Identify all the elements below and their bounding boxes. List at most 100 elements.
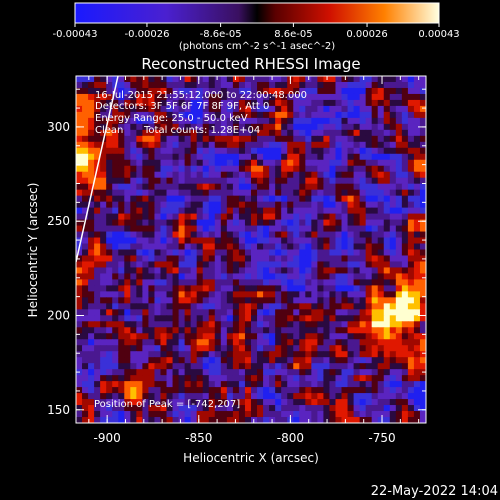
heatmap-cell — [178, 171, 186, 179]
heatmap-cell — [118, 207, 125, 215]
heatmap-cell — [293, 303, 300, 310]
heatmap-cell — [214, 339, 222, 346]
heatmap-cell — [269, 387, 276, 394]
heatmap-cell — [341, 189, 349, 197]
heatmap-cell — [329, 165, 337, 173]
heatmap-cell — [287, 261, 294, 269]
heatmap-cell — [130, 387, 137, 394]
heatmap-cell — [220, 363, 228, 370]
heatmap-cell — [184, 147, 192, 155]
heatmap-cell — [323, 393, 331, 400]
heatmap-cell — [353, 213, 361, 221]
heatmap-cell — [166, 141, 174, 149]
heatmap-cell — [130, 135, 137, 143]
heatmap-cell — [377, 303, 385, 310]
heatmap-cell — [371, 105, 379, 113]
heatmap-cell — [317, 207, 325, 215]
heatmap-cell — [299, 333, 306, 340]
heatmap-cell — [407, 285, 415, 292]
heatmap-cell — [377, 327, 385, 334]
heatmap-cell — [142, 189, 150, 197]
heatmap-cell — [323, 129, 331, 137]
heatmap-cell — [413, 381, 421, 388]
heatmap-cell — [190, 357, 198, 364]
heatmap-cell — [335, 207, 343, 215]
heatmap-cell — [196, 207, 204, 215]
heatmap-cell — [329, 411, 337, 418]
heatmap-cell — [359, 123, 367, 131]
heatmap-cell — [359, 381, 367, 388]
heatmap-cell — [244, 225, 252, 233]
heatmap-cell — [395, 231, 403, 239]
heatmap-cell — [323, 291, 331, 298]
heatmap-cell — [299, 123, 306, 131]
heatmap-cell — [317, 99, 325, 107]
heatmap-cell — [232, 87, 240, 95]
heatmap-cell — [323, 297, 331, 304]
heatmap-cell — [106, 309, 113, 316]
heatmap-cell — [281, 135, 288, 143]
heatmap-cell — [148, 399, 156, 406]
heatmap-cell — [419, 393, 426, 400]
heatmap-cell — [257, 261, 264, 269]
heatmap-cell — [299, 177, 306, 185]
heatmap-cell — [190, 285, 198, 292]
heatmap-cell — [263, 249, 270, 257]
heatmap-cell — [311, 189, 318, 197]
heatmap-cell — [329, 393, 337, 400]
heatmap-cell — [136, 147, 143, 155]
heatmap-cell — [148, 165, 156, 173]
heatmap-cell — [401, 123, 409, 131]
heatmap-cell — [124, 387, 131, 394]
heatmap-cell — [263, 147, 270, 155]
heatmap-cell — [118, 285, 125, 292]
heatmap-cell — [401, 345, 409, 352]
heatmap-cell — [353, 123, 361, 131]
heatmap-cell — [184, 261, 192, 269]
heatmap-cell — [166, 87, 174, 95]
heatmap-cell — [76, 249, 83, 257]
heatmap-cell — [100, 351, 107, 358]
heatmap-cell — [413, 417, 421, 423]
heatmap-cell — [220, 93, 228, 101]
heatmap-cell — [305, 381, 312, 388]
heatmap-cell — [124, 291, 131, 298]
y-tick-label: 250 — [47, 214, 70, 228]
heatmap-cell — [118, 273, 125, 281]
heatmap-cell — [100, 183, 107, 191]
heatmap-cell — [154, 231, 162, 239]
heatmap-cell — [136, 381, 143, 388]
heatmap-cell — [401, 285, 409, 292]
heatmap-cell — [359, 315, 367, 322]
heatmap-cell — [395, 225, 403, 233]
heatmap-cell — [184, 225, 192, 233]
heatmap-cell — [238, 345, 246, 352]
heatmap-cell — [311, 99, 318, 107]
heatmap-cell — [263, 135, 270, 143]
heatmap-cell — [383, 213, 391, 221]
heatmap-cell — [407, 207, 415, 215]
heatmap-cell — [305, 309, 312, 316]
heatmap-cell — [124, 255, 131, 263]
heatmap-cell — [359, 76, 367, 83]
heatmap-cell — [293, 339, 300, 346]
heatmap-cell — [359, 171, 367, 179]
heatmap-cell — [244, 333, 252, 340]
heatmap-cell — [190, 141, 198, 149]
heatmap-cell — [202, 165, 210, 173]
heatmap-cell — [226, 123, 234, 131]
heatmap-cell — [190, 267, 198, 275]
heatmap-cell — [232, 351, 240, 358]
heatmap-cell — [232, 99, 240, 107]
heatmap-cell — [371, 219, 379, 227]
heatmap-cell — [244, 219, 252, 227]
heatmap-cell — [112, 99, 119, 107]
heatmap-cell — [365, 76, 373, 83]
heatmap-cell — [347, 357, 355, 364]
heatmap-cell — [413, 291, 421, 298]
heatmap-cell — [160, 309, 168, 316]
heatmap-cell — [142, 231, 150, 239]
heatmap-cell — [329, 375, 337, 382]
heatmap-cell — [202, 279, 210, 286]
heatmap-cell — [208, 381, 216, 388]
